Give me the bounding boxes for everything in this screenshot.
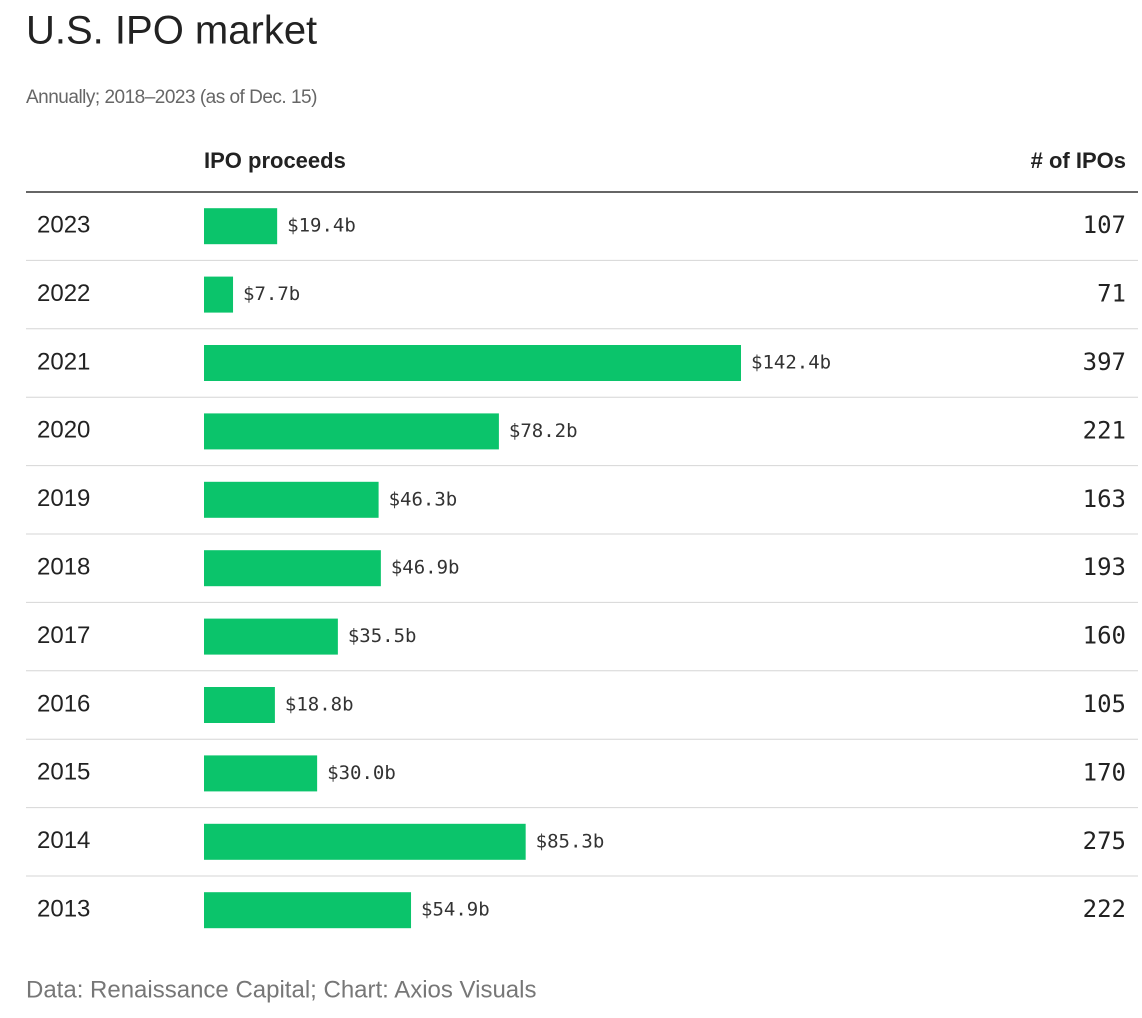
bar <box>204 276 234 313</box>
bar <box>204 892 412 929</box>
bar <box>204 618 338 655</box>
row-label: 2014 <box>37 827 90 854</box>
count-cell: 222 <box>1083 895 1126 923</box>
count-cell: 107 <box>1083 211 1126 239</box>
count-cell: 193 <box>1083 553 1126 581</box>
row-label: 2013 <box>37 896 90 923</box>
bar <box>204 208 278 245</box>
row-label: 2016 <box>37 690 90 717</box>
value-label: $46.9b <box>391 557 460 579</box>
value-label: $35.5b <box>348 625 417 647</box>
row-label: 2015 <box>37 759 90 786</box>
row-label: 2023 <box>37 212 90 239</box>
count-cell: 105 <box>1083 690 1126 718</box>
source-note: Data: Renaissance Capital; Chart: Axios … <box>26 976 536 1003</box>
value-label: $46.3b <box>389 488 458 510</box>
row-label: 2018 <box>37 554 90 581</box>
bar <box>204 823 526 860</box>
row-label: 2020 <box>37 417 90 444</box>
column-header: # of IPOs <box>1031 148 1126 173</box>
value-label: $30.0b <box>327 762 396 784</box>
count-cell: 397 <box>1083 348 1126 376</box>
row-label: 2021 <box>37 348 90 375</box>
count-cell: 221 <box>1083 416 1126 444</box>
bar <box>204 345 741 381</box>
value-label: $78.2b <box>509 420 578 442</box>
count-cell: 160 <box>1083 622 1126 650</box>
bar <box>204 687 275 723</box>
count-cell: 275 <box>1083 827 1126 855</box>
row-label: 2017 <box>37 622 90 649</box>
bar <box>204 755 318 792</box>
row-label: 2022 <box>37 280 90 307</box>
value-label: $7.7b <box>243 283 300 305</box>
count-cell: 170 <box>1083 758 1126 786</box>
value-label: $18.8b <box>285 694 354 716</box>
bar <box>204 550 381 587</box>
value-label: $54.9b <box>421 899 490 921</box>
count-cell: 163 <box>1083 485 1126 513</box>
value-label: $142.4b <box>751 352 831 374</box>
chart-subtitle: Annually; 2018–2023 (as of Dec. 15) <box>26 87 317 108</box>
bar <box>204 413 499 450</box>
chart-title: U.S. IPO market <box>26 9 317 53</box>
count-cell: 71 <box>1097 280 1126 308</box>
bar <box>204 481 379 518</box>
column-header: IPO proceeds <box>204 148 346 173</box>
row-label: 2019 <box>37 485 90 512</box>
value-label: $85.3b <box>536 830 605 852</box>
value-label: $19.4b <box>287 215 356 237</box>
